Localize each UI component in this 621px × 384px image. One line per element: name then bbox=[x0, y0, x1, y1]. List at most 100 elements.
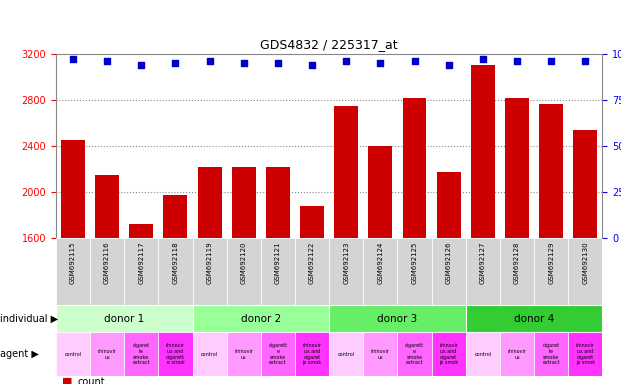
Text: rhinovir
us and
cigarett
e smok: rhinovir us and cigarett e smok bbox=[166, 343, 185, 366]
Text: GSM692123: GSM692123 bbox=[343, 242, 349, 284]
Text: GSM692124: GSM692124 bbox=[378, 242, 383, 284]
Bar bbox=[568, 238, 602, 305]
Point bbox=[307, 62, 317, 68]
Text: agent ▶: agent ▶ bbox=[0, 349, 39, 359]
Bar bbox=[329, 305, 466, 332]
Text: donor 2: donor 2 bbox=[241, 314, 281, 324]
Bar bbox=[471, 65, 495, 238]
Text: GSM692125: GSM692125 bbox=[412, 242, 417, 284]
Bar bbox=[56, 332, 90, 376]
Bar bbox=[266, 167, 290, 238]
Bar bbox=[232, 167, 256, 238]
Bar bbox=[534, 332, 568, 376]
Bar bbox=[505, 98, 529, 238]
Bar bbox=[568, 332, 602, 376]
Text: count: count bbox=[78, 376, 105, 384]
Bar bbox=[295, 238, 329, 305]
Bar bbox=[129, 224, 153, 238]
Point bbox=[375, 60, 385, 66]
Point bbox=[512, 58, 522, 64]
Text: donor 1: donor 1 bbox=[104, 314, 144, 324]
Text: GSM692117: GSM692117 bbox=[138, 242, 144, 284]
Point bbox=[205, 58, 215, 64]
Bar bbox=[500, 332, 534, 376]
Point bbox=[546, 58, 556, 64]
Text: cigaret
te
smoke
extract: cigaret te smoke extract bbox=[542, 343, 560, 366]
Text: GSM692130: GSM692130 bbox=[582, 242, 588, 284]
Point bbox=[342, 58, 351, 64]
Text: individual ▶: individual ▶ bbox=[0, 314, 58, 324]
Bar bbox=[90, 332, 124, 376]
Bar bbox=[95, 175, 119, 238]
Point bbox=[137, 62, 147, 68]
Point bbox=[273, 60, 283, 66]
Text: rhinovir
us and
cigaret
je smok: rhinovir us and cigaret je smok bbox=[576, 343, 595, 366]
Text: rhinovir
us: rhinovir us bbox=[371, 349, 390, 360]
Text: rhinovir
us and
cigaret
je smok: rhinovir us and cigaret je smok bbox=[439, 343, 458, 366]
Text: control: control bbox=[338, 352, 355, 357]
Bar bbox=[300, 206, 324, 238]
Bar bbox=[56, 238, 90, 305]
Bar bbox=[363, 238, 397, 305]
Bar bbox=[329, 238, 363, 305]
Bar bbox=[466, 332, 500, 376]
Text: donor 3: donor 3 bbox=[378, 314, 417, 324]
Point bbox=[68, 56, 78, 62]
Bar bbox=[163, 195, 188, 238]
Bar bbox=[227, 238, 261, 305]
Bar bbox=[466, 305, 602, 332]
Bar bbox=[124, 238, 158, 305]
Bar bbox=[158, 332, 193, 376]
Point bbox=[580, 58, 590, 64]
Text: GSM692128: GSM692128 bbox=[514, 242, 520, 284]
Text: GSM692118: GSM692118 bbox=[173, 242, 178, 284]
Text: GSM692116: GSM692116 bbox=[104, 242, 110, 284]
Point bbox=[170, 60, 181, 66]
Bar bbox=[402, 98, 427, 238]
Bar bbox=[500, 238, 534, 305]
Bar bbox=[368, 146, 392, 238]
Text: control: control bbox=[474, 352, 491, 357]
Bar bbox=[397, 238, 432, 305]
Bar bbox=[90, 238, 124, 305]
Bar bbox=[197, 167, 222, 238]
Bar bbox=[227, 332, 261, 376]
Text: rhinovir
us and
cigaret
je smok: rhinovir us and cigaret je smok bbox=[302, 343, 322, 366]
Text: cigarett
e
smoke
extract: cigarett e smoke extract bbox=[405, 343, 424, 366]
Point bbox=[102, 58, 112, 64]
Bar bbox=[295, 332, 329, 376]
Bar bbox=[534, 238, 568, 305]
Bar bbox=[261, 332, 295, 376]
Text: ■: ■ bbox=[62, 376, 76, 384]
Bar bbox=[539, 104, 563, 238]
Bar bbox=[193, 305, 329, 332]
Text: GSM692129: GSM692129 bbox=[548, 242, 554, 284]
Bar bbox=[573, 130, 597, 238]
Point bbox=[478, 56, 488, 62]
Text: cigaret
te
smoke
extract: cigaret te smoke extract bbox=[132, 343, 150, 366]
Bar bbox=[363, 332, 397, 376]
Bar bbox=[334, 106, 358, 238]
Bar bbox=[432, 332, 466, 376]
Text: rhinovir
us: rhinovir us bbox=[234, 349, 253, 360]
Bar bbox=[466, 238, 500, 305]
Text: rhinovir
us: rhinovir us bbox=[507, 349, 527, 360]
Text: GSM692126: GSM692126 bbox=[446, 242, 451, 284]
Bar bbox=[124, 332, 158, 376]
Text: GSM692119: GSM692119 bbox=[207, 242, 212, 284]
Text: GSM692120: GSM692120 bbox=[241, 242, 247, 284]
Bar bbox=[432, 238, 466, 305]
Bar bbox=[61, 140, 85, 238]
Point bbox=[443, 62, 453, 68]
Text: GSM692122: GSM692122 bbox=[309, 242, 315, 284]
Point bbox=[410, 58, 420, 64]
Point bbox=[238, 60, 248, 66]
Text: control: control bbox=[65, 352, 81, 357]
Text: GSM692127: GSM692127 bbox=[480, 242, 486, 284]
Bar bbox=[193, 238, 227, 305]
Text: control: control bbox=[201, 352, 218, 357]
Bar bbox=[397, 332, 432, 376]
Bar bbox=[158, 238, 193, 305]
Text: donor 4: donor 4 bbox=[514, 314, 554, 324]
Bar bbox=[261, 238, 295, 305]
